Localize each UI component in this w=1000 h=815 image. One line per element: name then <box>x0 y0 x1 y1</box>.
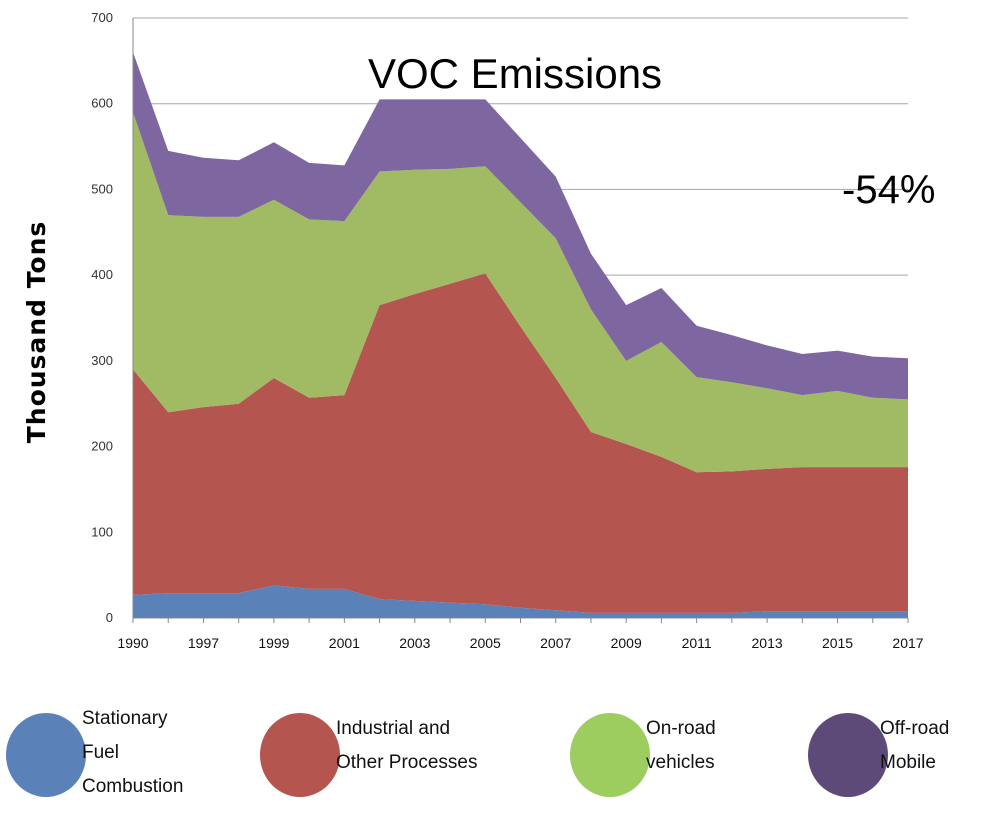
x-tick-label: 2017 <box>892 635 923 651</box>
y-axis-label: Thousand Tons <box>22 221 51 444</box>
area-off-road-mobile <box>133 52 908 400</box>
x-tick-label: 2009 <box>611 635 642 651</box>
legend-label: Stationary <box>82 708 168 729</box>
legend-swatch <box>808 713 888 797</box>
legend-label: On-road <box>646 718 716 739</box>
legend-swatch <box>260 713 340 797</box>
y-tick-label: 400 <box>91 267 113 282</box>
x-tick-label: 2011 <box>682 635 712 651</box>
legend-item: Off-road Mobile <box>808 713 949 797</box>
legend-label: Mobile <box>880 752 936 773</box>
legend-label: Fuel <box>82 742 119 763</box>
area-industrial-and-other-processes <box>133 273 908 613</box>
x-tick-label: 2013 <box>752 635 783 651</box>
area-on-road-vehicles <box>133 112 908 473</box>
y-tick-label: 100 <box>91 524 113 539</box>
y-tick-label: 0 <box>106 610 113 625</box>
percent-change-annotation: -54% <box>842 168 935 212</box>
legend: Stationary Fuel Combustion Industrial and Ot… <box>6 708 949 797</box>
y-tick-label: 500 <box>91 181 113 196</box>
legend-label: Off-road <box>880 718 949 739</box>
legend-item: Industrial and Other Processes <box>260 713 478 797</box>
y-tick-label: 700 <box>91 10 113 25</box>
x-tick-label: 2015 <box>822 635 853 651</box>
x-tick-label: 1999 <box>258 635 289 651</box>
x-tick-label: 2007 <box>540 635 571 651</box>
legend-label: Other Processes <box>336 752 478 773</box>
stacked-areas <box>133 52 908 618</box>
area-stationary-fuel-combustion <box>133 585 908 618</box>
legend-swatch <box>570 713 650 797</box>
y-tick-label: 200 <box>91 439 113 454</box>
x-tick-label: 2001 <box>329 635 360 651</box>
legend-swatch <box>6 713 86 797</box>
x-tick-label: 1990 <box>117 635 148 651</box>
legend-label: vehicles <box>646 752 715 773</box>
legend-item: On-road vehicles <box>570 713 716 797</box>
y-tick-label: 300 <box>91 353 113 368</box>
x-tick-label: 2003 <box>399 635 430 651</box>
x-tick-label: 1997 <box>188 635 219 651</box>
x-tick-label: 2005 <box>470 635 501 651</box>
chart-title: VOC Emissions <box>368 50 662 97</box>
axes: 0 100 200 300 400 500 600 700 1990 1997 1999 2001 20… <box>91 10 923 651</box>
legend-item: Stationary Fuel Combustion <box>6 708 183 797</box>
y-tick-label: 600 <box>91 96 113 111</box>
legend-label: Industrial and <box>336 718 450 739</box>
legend-label: Combustion <box>82 776 183 797</box>
